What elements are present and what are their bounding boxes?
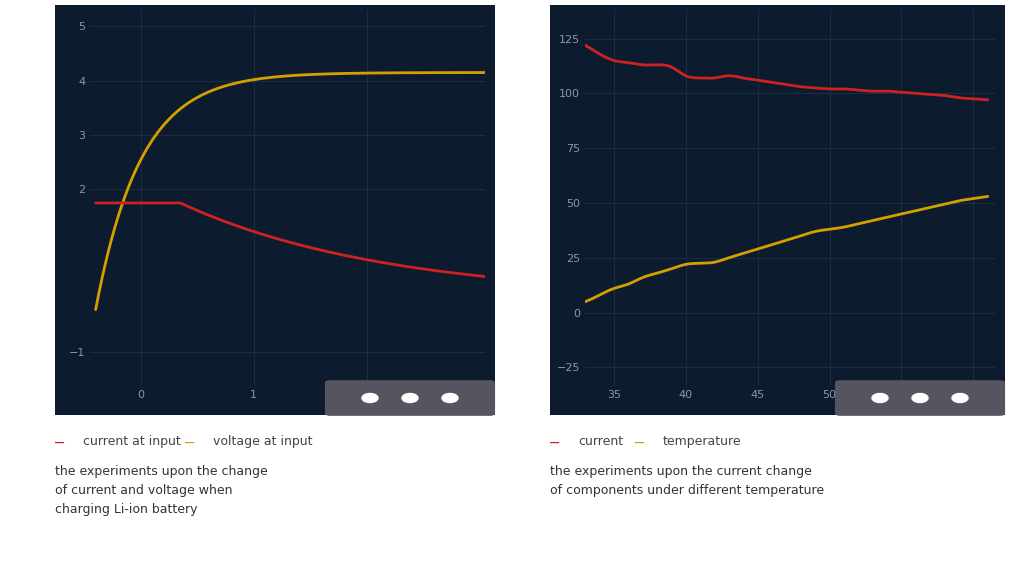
Text: —: — xyxy=(635,435,644,450)
Text: the experiments upon the change
of current and voltage when
charging Li-ion batt: the experiments upon the change of curre… xyxy=(55,465,268,516)
Text: —: — xyxy=(55,435,64,450)
Text: temperature: temperature xyxy=(663,435,741,448)
Text: —: — xyxy=(550,435,559,450)
Text: current at input: current at input xyxy=(83,435,180,448)
Text: the experiments upon the current change
of components under different temperatur: the experiments upon the current change … xyxy=(550,465,824,497)
Text: current: current xyxy=(578,435,624,448)
Text: —: — xyxy=(185,435,194,450)
Text: voltage at input: voltage at input xyxy=(213,435,312,448)
